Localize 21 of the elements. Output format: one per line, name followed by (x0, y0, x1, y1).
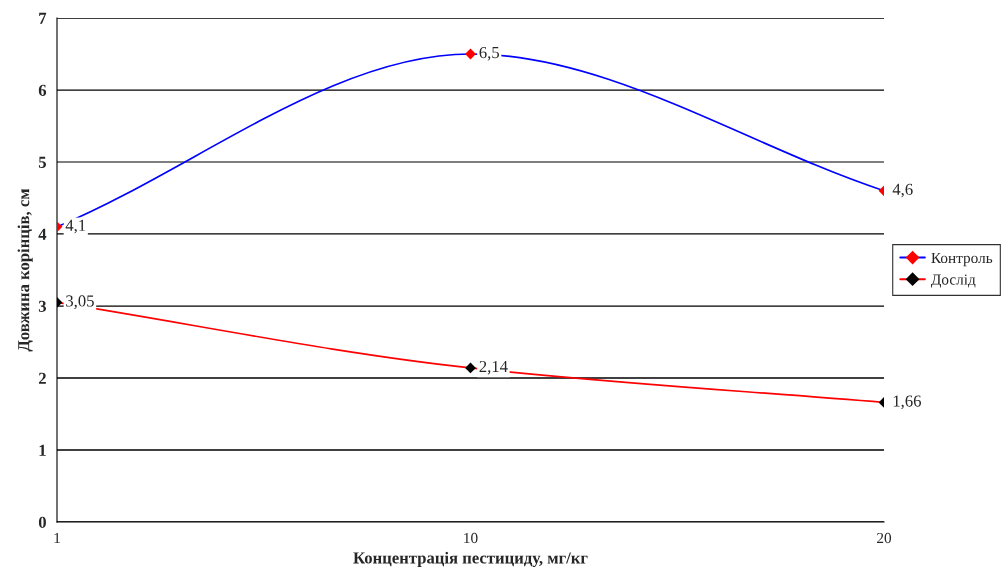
x-tick-label: 1 (54, 532, 60, 544)
y-tick-label: 5 (38, 156, 46, 168)
data-label: 4,6 (892, 183, 913, 198)
x-tick-label: 10 (464, 532, 478, 544)
x-tick-label: 20 (877, 532, 892, 544)
y-tick-label: 0 (38, 516, 46, 528)
y-tick-label: 2 (38, 372, 46, 384)
data-label: 6,5 (479, 46, 500, 61)
data-label: 4,1 (65, 219, 86, 234)
x-axis-title: Концентрація пестициду, мг/кг (353, 551, 588, 567)
y-axis-title: Довжина корінців, см (17, 188, 33, 352)
data-label: 3,05 (66, 295, 94, 309)
y-tick-label: 7 (39, 12, 47, 24)
y-tick-label: 4 (38, 228, 47, 240)
y-tick-label: 1 (39, 444, 46, 456)
data-label: 1,66 (893, 395, 921, 410)
y-tick-label: 6 (38, 84, 47, 96)
y-tick-label: 3 (38, 300, 47, 312)
legend-label: Контроль (931, 252, 993, 267)
data-label: 2,14 (479, 360, 508, 375)
legend-label: Дослід (931, 274, 976, 288)
